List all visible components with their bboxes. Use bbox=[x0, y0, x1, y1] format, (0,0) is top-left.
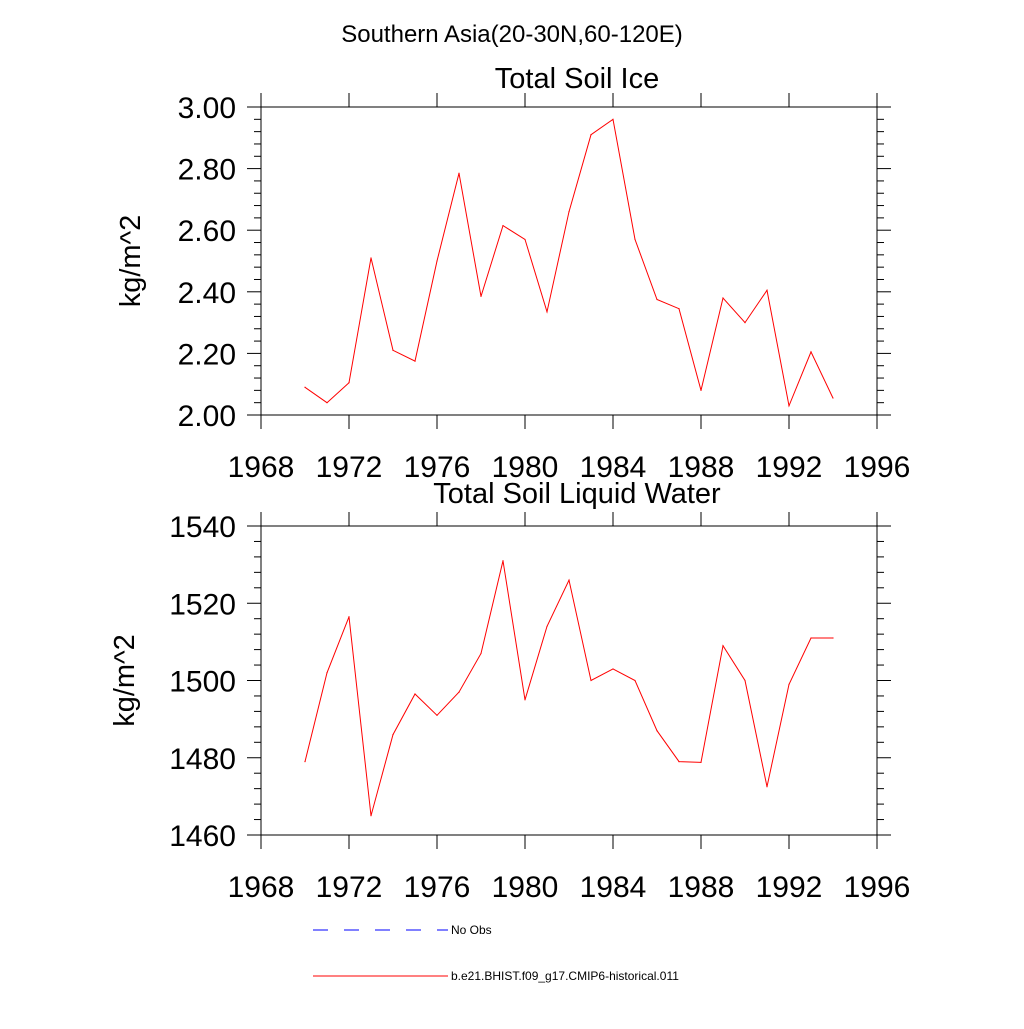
x-tick-label: 1976 bbox=[404, 871, 471, 904]
plot-frame bbox=[260, 106, 878, 416]
x-tick-label: 1984 bbox=[580, 451, 647, 484]
data-point bbox=[744, 679, 746, 682]
data-point bbox=[458, 172, 460, 174]
data-point bbox=[766, 786, 768, 788]
y-tick-label: 1500 bbox=[169, 666, 236, 699]
data-point bbox=[590, 134, 592, 136]
y-axis-label: kg/m^2 bbox=[115, 215, 147, 308]
data-point bbox=[810, 351, 812, 353]
data-point bbox=[348, 382, 350, 384]
data-point bbox=[414, 693, 416, 695]
data-point bbox=[766, 289, 768, 291]
data-point bbox=[304, 386, 306, 388]
data-point bbox=[788, 405, 790, 407]
data-point bbox=[700, 389, 702, 391]
x-tick-label: 1988 bbox=[668, 451, 735, 484]
data-point bbox=[546, 625, 548, 628]
chart-title: Total Soil Ice bbox=[495, 63, 659, 95]
y-tick-label: 2.00 bbox=[178, 400, 236, 433]
x-tick-label: 1980 bbox=[492, 451, 559, 484]
y-tick-label: 3.00 bbox=[178, 92, 236, 125]
y-tick-label: 2.60 bbox=[178, 215, 236, 248]
data-point bbox=[832, 637, 834, 639]
series-line bbox=[304, 560, 833, 816]
chart-panel-2: Total Soil Liquid Water kg/m^2 1968 1972 197… bbox=[109, 478, 910, 904]
data-point bbox=[722, 645, 724, 647]
data-point bbox=[656, 298, 658, 301]
legend: No Obs b.e21.BHIST.f09_g17.CMIP6-historic… bbox=[313, 923, 679, 983]
data-point bbox=[810, 637, 812, 639]
chart-panel-1: Total Soil Ice kg/m^2 1968 1972 1976 1980 1984… bbox=[115, 63, 910, 484]
data-point bbox=[392, 349, 394, 351]
data-point bbox=[480, 295, 482, 298]
y-axis-label: kg/m^2 bbox=[109, 634, 141, 727]
data-point bbox=[414, 360, 416, 362]
legend-label-1: No Obs bbox=[451, 923, 492, 937]
data-point bbox=[304, 761, 306, 763]
x-tick-label: 1992 bbox=[756, 451, 823, 484]
x-tick-label: 1968 bbox=[228, 871, 295, 904]
data-point bbox=[678, 308, 680, 310]
data-point bbox=[370, 815, 372, 817]
data-point bbox=[480, 652, 482, 655]
data-point bbox=[524, 238, 526, 241]
x-tick-label: 1988 bbox=[668, 871, 735, 904]
data-point bbox=[612, 668, 614, 670]
data-point bbox=[326, 402, 328, 404]
data-point bbox=[634, 679, 636, 682]
data-point bbox=[700, 761, 702, 763]
legend-label-2: b.e21.BHIST.f09_g17.CMIP6-historical.011 bbox=[451, 969, 679, 983]
data-point bbox=[546, 311, 548, 313]
data-point bbox=[832, 397, 834, 399]
data-point bbox=[326, 672, 328, 674]
series-line bbox=[304, 118, 834, 408]
data-point bbox=[788, 683, 790, 685]
data-point bbox=[590, 679, 592, 682]
data-point bbox=[722, 297, 724, 299]
data-point bbox=[502, 224, 504, 227]
y-tick-label: 1460 bbox=[169, 820, 236, 853]
x-tick-label: 1972 bbox=[316, 451, 383, 484]
data-point bbox=[744, 322, 746, 324]
x-tick-label: 1984 bbox=[580, 871, 647, 904]
data-point bbox=[370, 257, 372, 259]
data-point bbox=[436, 714, 438, 716]
x-tick-label: 1980 bbox=[492, 871, 559, 904]
data-point bbox=[458, 691, 460, 693]
x-tick-label: 1968 bbox=[228, 451, 295, 484]
data-point bbox=[634, 238, 636, 241]
y-tick-label: 2.20 bbox=[178, 338, 236, 371]
y-tick-label: 1540 bbox=[169, 511, 236, 544]
data-point bbox=[502, 560, 504, 562]
chart-panels: Total Soil Ice kg/m^2 1968 1972 1976 1980 1984… bbox=[109, 63, 910, 904]
x-tick-label: 1976 bbox=[404, 451, 471, 484]
x-tick-label: 1992 bbox=[756, 871, 823, 904]
data-point bbox=[524, 699, 526, 701]
data-point bbox=[392, 733, 394, 736]
x-tick-label: 1996 bbox=[844, 451, 911, 484]
data-point bbox=[568, 211, 570, 213]
y-tick-label: 1520 bbox=[169, 588, 236, 621]
figure-suptitle: Southern Asia(20-30N,60-120E) bbox=[341, 21, 683, 48]
data-point bbox=[656, 730, 658, 732]
chart-title: Total Soil Liquid Water bbox=[433, 478, 721, 510]
y-tick-label: 1480 bbox=[169, 743, 236, 776]
y-tick-label: 2.80 bbox=[178, 154, 236, 187]
data-point bbox=[612, 118, 614, 120]
data-point bbox=[678, 761, 680, 763]
x-tick-label: 1996 bbox=[844, 871, 911, 904]
data-point bbox=[436, 260, 438, 262]
x-tick-label: 1972 bbox=[316, 871, 383, 904]
plot-frame bbox=[260, 525, 878, 836]
data-point bbox=[348, 616, 350, 618]
data-point bbox=[568, 579, 570, 581]
y-tick-label: 2.40 bbox=[178, 277, 236, 310]
